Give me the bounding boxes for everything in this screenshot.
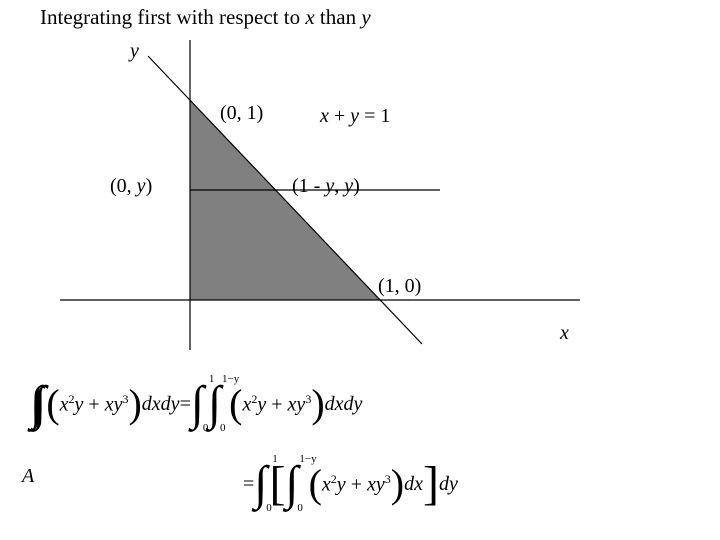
- paren-open-3: (: [309, 464, 322, 504]
- bracket-close: ]: [423, 460, 439, 508]
- paren-close-3: ): [391, 464, 404, 504]
- title-prefix: Integrating first with respect to: [40, 5, 305, 29]
- point-1-minus-y-y: (1 - y, y): [292, 175, 360, 198]
- integral-x-1: ∫ 1−y 0: [208, 380, 221, 428]
- integration-diagram: y (0, 1) x + y = 1 (0, y) (1 - y, y) (1,…: [60, 40, 580, 350]
- point-0-1: (0, 1): [220, 102, 263, 125]
- point-0-y: (0, y): [110, 175, 152, 198]
- equals-1: =: [180, 393, 191, 416]
- dxdy-1: dxdy: [142, 393, 180, 416]
- line-x-plus-y-1: [148, 56, 422, 344]
- title-x: x: [305, 5, 314, 29]
- integrand-1: x2y + xy3: [60, 392, 129, 417]
- integral-x-2: ∫ 1−y 0: [285, 460, 298, 508]
- dxdy-2: dxdy: [325, 393, 363, 416]
- page-title: Integrating first with respect to x than…: [40, 5, 371, 30]
- paren-open-1: (: [46, 384, 59, 424]
- equals-2: =: [243, 473, 254, 496]
- integrand-2: x2y + xy3: [242, 392, 311, 417]
- equation-row-1: ∫ ∫ ( x2y + xy3 ) dxdy = ∫ 1 0 ∫ 1−y 0 (…: [30, 380, 362, 428]
- integral-y-2: ∫ 1 0: [254, 460, 267, 508]
- region-label-A: A: [22, 465, 34, 488]
- title-mid: than: [315, 5, 362, 29]
- bracket-open: [: [269, 460, 285, 508]
- axis-label-x: x: [560, 322, 569, 345]
- integral-inner-1: ∫: [33, 380, 46, 428]
- title-y: y: [361, 5, 370, 29]
- axis-label-y: y: [130, 40, 139, 63]
- paren-close-2: ): [311, 384, 324, 424]
- dx-1: dx: [404, 473, 423, 496]
- integral-y-1: ∫ 1 0: [191, 380, 204, 428]
- point-1-0: (1, 0): [378, 275, 421, 298]
- dy-1: dy: [439, 473, 458, 496]
- line-equation: x + y = 1: [320, 105, 390, 128]
- paren-close-1: ): [128, 384, 141, 424]
- integrand-3: x2y + xy3: [322, 472, 391, 497]
- equation-row-2: = ∫ 1 0 [ ∫ 1−y 0 ( x2y + xy3 ) dx ] dy: [243, 460, 458, 508]
- paren-open-2: (: [229, 384, 242, 424]
